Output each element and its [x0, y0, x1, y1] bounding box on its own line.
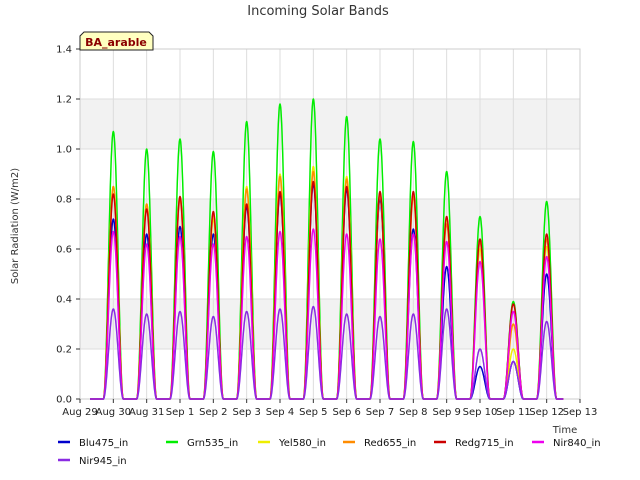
legend-label: Red655_in — [364, 438, 416, 449]
background-band — [80, 49, 580, 99]
plot-background-bands — [80, 49, 580, 399]
x-axis-label: Time — [552, 425, 577, 436]
legend-label: Redg715_in — [455, 438, 514, 449]
y-tick-label: 1.4 — [56, 45, 72, 56]
x-tick-label: Sep 11 — [496, 407, 531, 418]
x-tick-label: Sep 8 — [399, 407, 427, 418]
series-line-nir945_in — [89, 305, 564, 400]
x-tick-label: Sep 10 — [463, 407, 498, 418]
legend-label: Grn535_in — [187, 438, 238, 449]
legend-item: Nir945_in — [58, 456, 127, 467]
chart-title: Incoming Solar Bands — [247, 4, 389, 19]
badge-label: BA_arable — [85, 36, 147, 49]
legend-label: Blu475_in — [79, 438, 128, 449]
background-band — [80, 99, 580, 149]
legend-item: Redg715_in — [434, 438, 514, 449]
y-tick-label: 0.0 — [56, 395, 72, 406]
legend-item: Grn535_in — [166, 438, 238, 449]
x-tick-label: Sep 6 — [332, 407, 360, 418]
x-tick-label: Sep 4 — [266, 407, 294, 418]
x-tick-label: Aug 30 — [96, 407, 131, 418]
y-tick-label: 0.6 — [56, 245, 72, 256]
x-tick-label: Sep 3 — [232, 407, 260, 418]
legend-item: Blu475_in — [58, 438, 128, 449]
x-tick-label: Sep 1 — [166, 407, 194, 418]
y-axis-ticks: 0.0 0.2 0.4 0.6 0.8 1.0 1.2 1.4 — [56, 45, 80, 406]
x-tick-label: Sep 7 — [366, 407, 394, 418]
x-tick-label: Sep 12 — [529, 407, 564, 418]
background-band — [80, 349, 580, 399]
legend-item: Yel580_in — [258, 438, 326, 449]
legend-label: Nir945_in — [79, 456, 127, 467]
background-band — [80, 149, 580, 199]
legend-item: Nir840_in — [532, 438, 601, 449]
x-tick-label: Sep 5 — [299, 407, 327, 418]
x-tick-label: Sep 9 — [432, 407, 460, 418]
x-tick-label: Sep 2 — [199, 407, 227, 418]
background-band — [80, 199, 580, 249]
legend: Blu475_in Grn535_in Yel580_in Red655_in Redg… — [58, 438, 601, 467]
y-tick-label: 0.4 — [56, 295, 72, 306]
x-tick-label: Aug 31 — [129, 407, 164, 418]
y-tick-label: 1.2 — [56, 95, 72, 106]
x-tick-label: Aug 29 — [62, 407, 97, 418]
legend-item: Red655_in — [343, 438, 416, 449]
legend-label: Nir840_in — [553, 438, 601, 449]
y-tick-label: 1.0 — [56, 145, 72, 156]
badge: BA_arable — [79, 31, 154, 51]
background-band — [80, 249, 580, 299]
y-tick-label: 0.8 — [56, 195, 72, 206]
badge-box — [79, 31, 154, 51]
x-tick-label: Sep 13 — [563, 407, 598, 418]
background-band — [80, 299, 580, 349]
series-lines — [89, 98, 564, 400]
y-tick-label: 0.2 — [56, 345, 72, 356]
legend-label: Yel580_in — [278, 438, 326, 449]
y-axis-label: Solar Radiation (W/m2) — [10, 168, 21, 284]
